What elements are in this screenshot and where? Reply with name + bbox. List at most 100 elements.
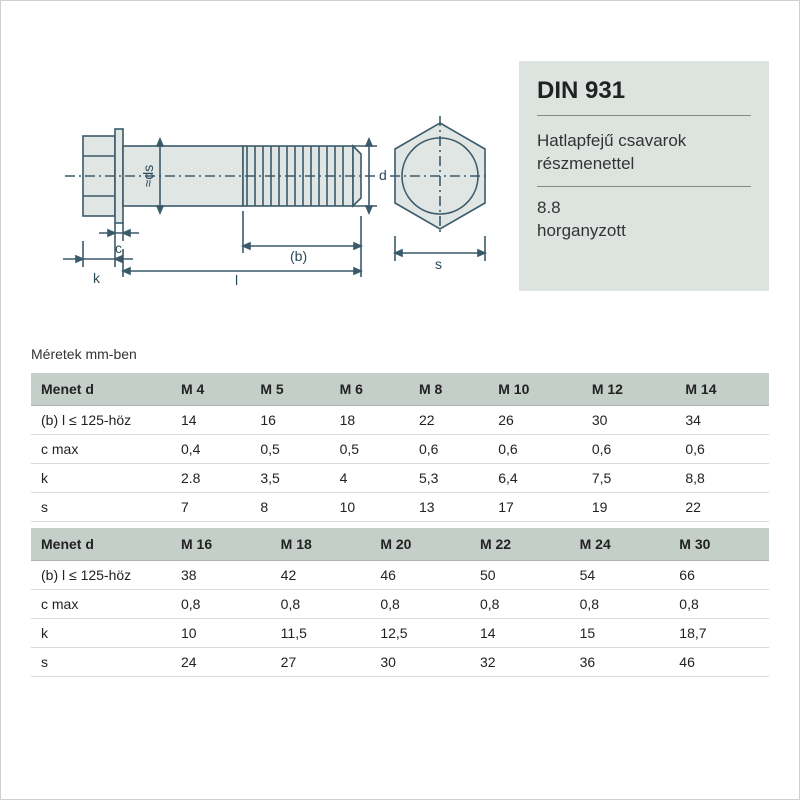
cell: 0,6 [582, 435, 676, 464]
cell: 8 [250, 493, 329, 522]
cell: 26 [488, 406, 582, 435]
cell: 18,7 [669, 619, 769, 648]
table-header: M 14 [675, 373, 769, 406]
table-header: M 4 [171, 373, 250, 406]
table-row: c max0,80,80,80,80,80,8 [31, 590, 769, 619]
cell: 2.8 [171, 464, 250, 493]
table-header: M 10 [488, 373, 582, 406]
cell: 0,8 [470, 590, 570, 619]
row-label: s [31, 493, 171, 522]
cell: 0,8 [171, 590, 271, 619]
table-row: s781013171922 [31, 493, 769, 522]
info-title: DIN 931 [537, 77, 751, 116]
cell: 7 [171, 493, 250, 522]
cell: 0,8 [669, 590, 769, 619]
table-row: c max0,40,50,50,60,60,60,6 [31, 435, 769, 464]
cell: 0,5 [330, 435, 409, 464]
cell: 0,8 [271, 590, 371, 619]
cell: 14 [171, 406, 250, 435]
table-header: M 18 [271, 528, 371, 561]
table-row: (b) l ≤ 125-höz384246505466 [31, 561, 769, 590]
cell: 12,5 [370, 619, 470, 648]
cell: 0,5 [250, 435, 329, 464]
table-header: M 16 [171, 528, 271, 561]
info-box: DIN 931 Hatlapfejű csavarok részmenettel… [519, 61, 769, 291]
dim-ds: ≈ds [140, 165, 156, 187]
cell: 42 [271, 561, 371, 590]
cell: 32 [470, 648, 570, 677]
cell: 6,4 [488, 464, 582, 493]
cell: 36 [570, 648, 670, 677]
info-subtitle: Hatlapfejű csavarok részmenettel [537, 130, 751, 187]
cell: 0,8 [570, 590, 670, 619]
table-row: (b) l ≤ 125-höz14161822263034 [31, 406, 769, 435]
cell: 16 [250, 406, 329, 435]
cell: 46 [370, 561, 470, 590]
cell: 5,3 [409, 464, 488, 493]
cell: 15 [570, 619, 670, 648]
table-header: M 6 [330, 373, 409, 406]
table-header: M 8 [409, 373, 488, 406]
table-row: k1011,512,5141518,7 [31, 619, 769, 648]
cell: 8,8 [675, 464, 769, 493]
cell: 34 [675, 406, 769, 435]
info-spec: 8.8horganyzott [537, 197, 751, 243]
cell: 0,6 [409, 435, 488, 464]
cell: 7,5 [582, 464, 676, 493]
table-header: M 20 [370, 528, 470, 561]
table-header-label: Menet d [31, 373, 171, 406]
cell: 30 [582, 406, 676, 435]
cell: 30 [370, 648, 470, 677]
cell: 0,6 [488, 435, 582, 464]
dim-c: c [115, 240, 122, 256]
bolt-diagram: ≈ds d c k l (b) s [31, 61, 519, 291]
dim-b: (b) [290, 248, 307, 264]
row-label: k [31, 619, 171, 648]
cell: 4 [330, 464, 409, 493]
table-row: s242730323646 [31, 648, 769, 677]
cell: 66 [669, 561, 769, 590]
row-label: (b) l ≤ 125-höz [31, 406, 171, 435]
dim-k: k [93, 270, 101, 286]
cell: 10 [330, 493, 409, 522]
cell: 54 [570, 561, 670, 590]
row-label: c max [31, 590, 171, 619]
cell: 14 [470, 619, 570, 648]
cell: 27 [271, 648, 371, 677]
row-label: c max [31, 435, 171, 464]
dim-d: d [379, 167, 387, 183]
table-header: M 22 [470, 528, 570, 561]
cell: 11,5 [271, 619, 371, 648]
cell: 50 [470, 561, 570, 590]
units-label: Méretek mm-ben [31, 346, 137, 362]
dim-s: s [435, 256, 442, 272]
cell: 38 [171, 561, 271, 590]
table-header: M 5 [250, 373, 329, 406]
cell: 18 [330, 406, 409, 435]
table-header: M 12 [582, 373, 676, 406]
top-section: ≈ds d c k l (b) s DIN 931 Hatlapfejű csa… [31, 61, 769, 291]
dim-l: l [235, 272, 238, 288]
page: ≈ds d c k l (b) s DIN 931 Hatlapfejű csa… [0, 0, 800, 800]
table-header-label: Menet d [31, 528, 171, 561]
cell: 46 [669, 648, 769, 677]
cell: 13 [409, 493, 488, 522]
row-label: (b) l ≤ 125-höz [31, 561, 171, 590]
cell: 10 [171, 619, 271, 648]
row-label: s [31, 648, 171, 677]
cell: 0,6 [675, 435, 769, 464]
table-row: k2.83,545,36,47,58,8 [31, 464, 769, 493]
cell: 3,5 [250, 464, 329, 493]
cell: 0,4 [171, 435, 250, 464]
table-header: M 30 [669, 528, 769, 561]
table-header: M 24 [570, 528, 670, 561]
cell: 24 [171, 648, 271, 677]
cell: 0,8 [370, 590, 470, 619]
tables: Menet dM 4M 5M 6M 8M 10M 12M 14(b) l ≤ 1… [31, 373, 769, 677]
row-label: k [31, 464, 171, 493]
cell: 19 [582, 493, 676, 522]
cell: 22 [675, 493, 769, 522]
bolt-svg: ≈ds d c k l (b) s [31, 61, 519, 291]
cell: 17 [488, 493, 582, 522]
spec-table-0: Menet dM 4M 5M 6M 8M 10M 12M 14(b) l ≤ 1… [31, 373, 769, 522]
